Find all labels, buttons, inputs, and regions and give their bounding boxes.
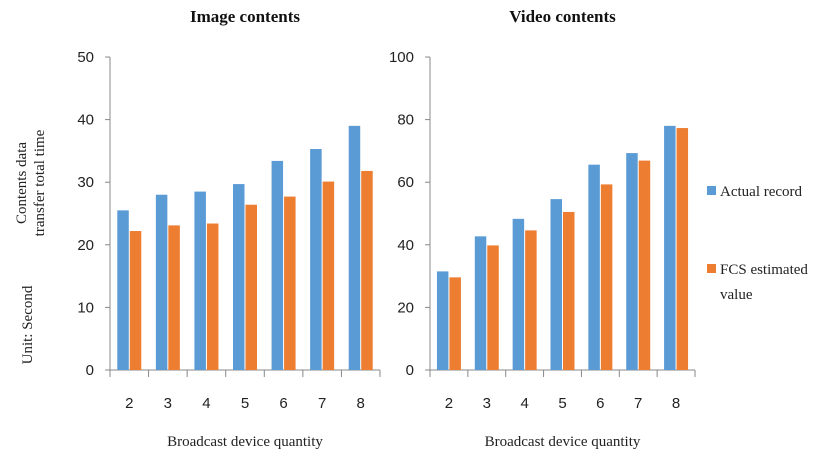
x-tick-label: 5: [558, 395, 566, 412]
x-tick-label: 3: [164, 395, 172, 412]
chart-panel-1: Image contents 0 10 20 30 40 50 2 3 4 5 6 7 8 Broadcas…: [77, 7, 381, 450]
bar-actual-record-8: [664, 125, 676, 370]
bar-fcs-estimated-3: [487, 245, 499, 370]
x-tick-label: 8: [357, 395, 365, 412]
bar-actual-record-2: [436, 271, 449, 370]
x-tick-label: 6: [279, 395, 287, 412]
chart-title: Video contents: [509, 7, 616, 26]
bar-fcs-estimated-6: [284, 196, 296, 370]
x-tick-label: 7: [634, 395, 642, 412]
bar-actual-record-6: [271, 160, 284, 370]
x-tick-label: 2: [445, 395, 453, 412]
bar-actual-record-2: [117, 210, 129, 370]
bar-fcs-estimated-8: [361, 170, 373, 370]
x-tick-label: 6: [596, 395, 604, 412]
bar-fcs-estimated-5: [563, 211, 575, 370]
bar-fcs-estimated-7: [322, 181, 335, 370]
x-tick-label: 2: [125, 395, 133, 412]
bar-fcs-estimated-5: [245, 204, 257, 370]
bar-actual-record-6: [588, 164, 600, 370]
y-tick-label: 20: [77, 237, 94, 254]
x-axis-label: Broadcast device quantity: [167, 434, 323, 450]
bar-fcs-estimated-8: [676, 128, 689, 370]
x-tick-label: 7: [318, 395, 326, 412]
bar-actual-record-5: [550, 199, 562, 370]
x-tick-label: 4: [202, 395, 210, 412]
unit-label: Unit: Second: [20, 285, 36, 364]
bar-fcs-estimated-2: [129, 231, 142, 370]
y-tick-label: 60: [397, 174, 414, 191]
bar-actual-record-3: [474, 236, 487, 370]
bar-fcs-estimated-6: [600, 184, 613, 370]
bar-actual-record-8: [348, 125, 361, 370]
legend-label: Actual record: [720, 184, 803, 200]
chart-panel-2: Video contents 0 20 40 60 80 100 2 3 4 5 6 7 8 Broadca…: [389, 7, 696, 450]
y-tick-label: 20: [397, 299, 414, 316]
chart-title: Image contents: [190, 7, 300, 26]
bar-actual-record-5: [233, 184, 245, 370]
x-tick-label: 4: [520, 395, 528, 412]
bar-actual-record-4: [512, 218, 525, 370]
y-tick-label: 40: [77, 112, 94, 129]
bar-actual-record-4: [194, 191, 206, 370]
bar-fcs-estimated-2: [449, 277, 461, 370]
y-tick-label: 50: [77, 49, 94, 66]
x-tick-label: 5: [241, 395, 249, 412]
y-tick-label: 0: [86, 362, 94, 379]
x-tick-label: 3: [483, 395, 491, 412]
y-tick-label: 0: [406, 362, 414, 379]
legend: Actual record FCS estimated value: [707, 184, 808, 303]
bar-fcs-estimated-3: [168, 225, 180, 370]
y-tick-label: 100: [389, 49, 414, 66]
y-tick-label: 10: [77, 299, 94, 316]
legend-label: FCS estimated: [720, 262, 808, 278]
y-axis-label-line-1: Contents data: [14, 142, 30, 224]
y-tick-label: 30: [77, 174, 94, 191]
legend-label: value: [720, 287, 753, 303]
x-axis-label: Broadcast device quantity: [485, 434, 641, 450]
bar-fcs-estimated-7: [638, 160, 651, 370]
bar-fcs-estimated-4: [206, 223, 219, 370]
y-axis-label-line-2: transfer total time: [32, 129, 48, 236]
x-tick-label: 8: [672, 395, 680, 412]
bar-actual-record-7: [626, 153, 638, 370]
y-tick-label: 40: [397, 237, 414, 254]
bar-actual-record-7: [310, 149, 322, 370]
bar-actual-record-3: [155, 194, 168, 370]
legend-swatch: [707, 264, 716, 273]
bar-fcs-estimated-4: [525, 230, 537, 370]
y-tick-label: 80: [397, 112, 414, 129]
legend-swatch: [707, 186, 716, 195]
